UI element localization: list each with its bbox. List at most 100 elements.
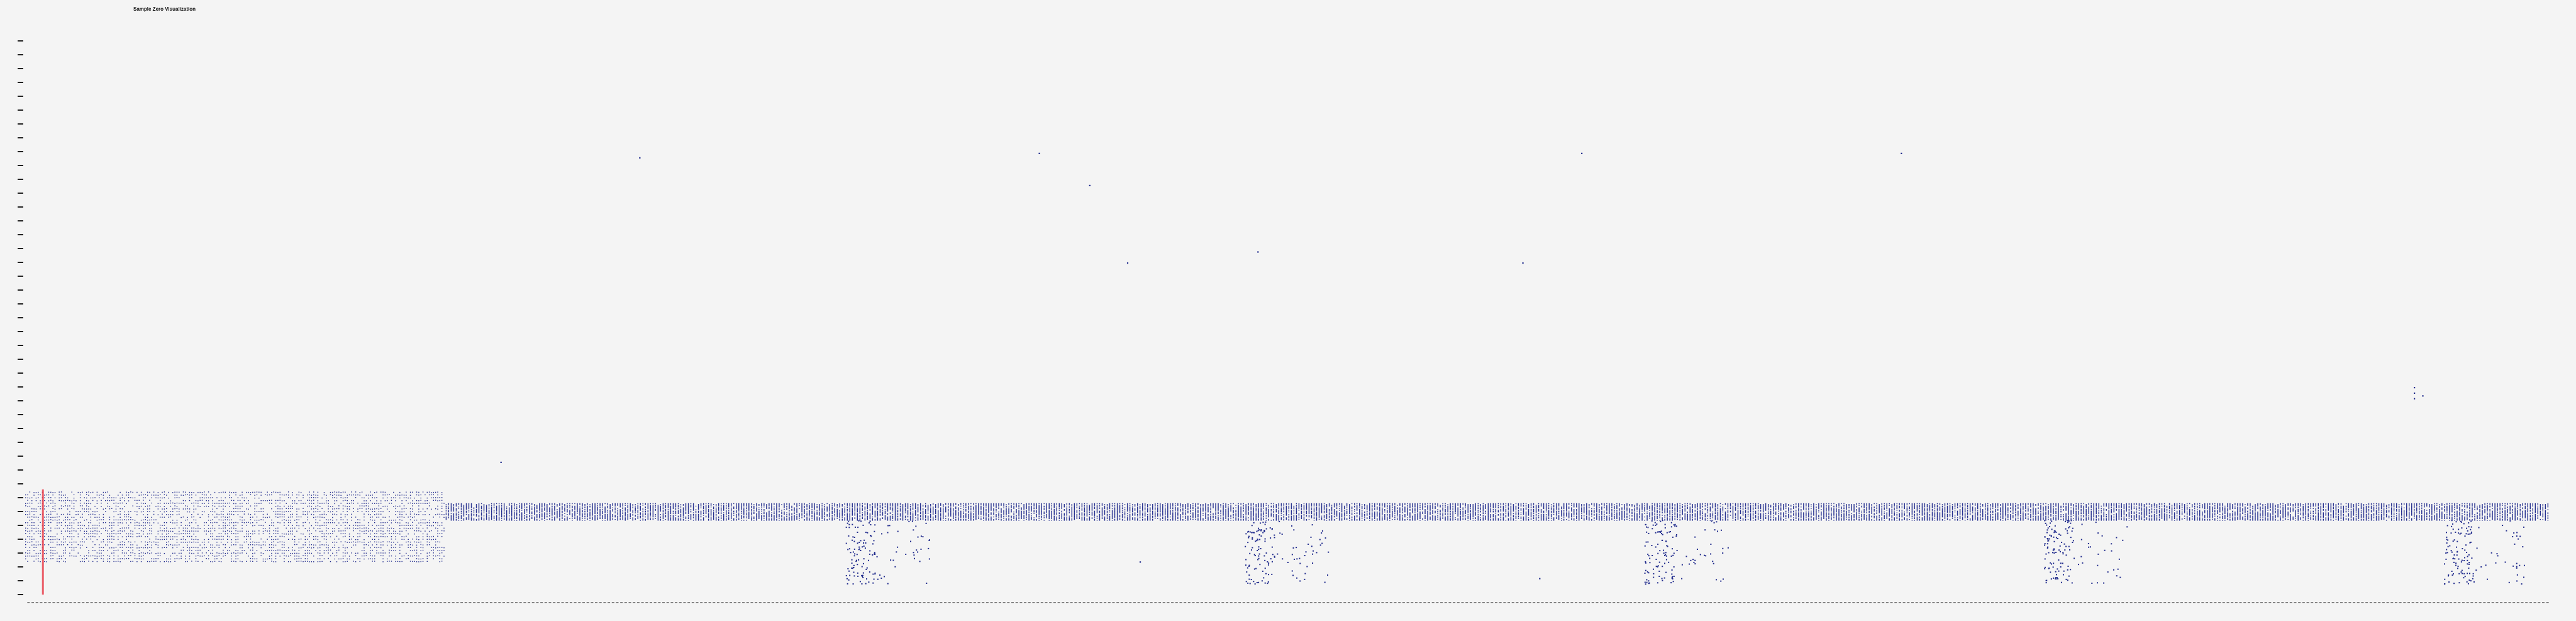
data-point bbox=[2204, 518, 2206, 520]
data-point bbox=[105, 527, 106, 529]
data-point bbox=[675, 518, 677, 520]
data-point bbox=[1543, 518, 1545, 519]
data-point bbox=[867, 518, 869, 519]
data-point bbox=[140, 491, 142, 493]
data-point bbox=[435, 508, 436, 510]
data-point bbox=[1709, 518, 1711, 519]
data-point bbox=[1856, 518, 1857, 519]
data-point bbox=[172, 522, 174, 523]
data-point bbox=[1341, 518, 1343, 520]
data-point bbox=[233, 500, 235, 501]
data-point bbox=[258, 544, 260, 545]
data-point bbox=[569, 518, 570, 519]
data-point bbox=[1480, 518, 1481, 520]
data-point bbox=[153, 491, 155, 493]
data-point bbox=[2179, 518, 2180, 519]
data-point bbox=[77, 511, 79, 512]
data-point bbox=[121, 544, 123, 545]
data-point bbox=[753, 518, 755, 519]
data-point bbox=[1038, 518, 1040, 519]
data-point bbox=[1775, 518, 1777, 519]
data-point bbox=[168, 491, 169, 493]
data-point bbox=[254, 525, 255, 527]
data-point bbox=[231, 533, 233, 534]
data-point bbox=[226, 535, 228, 537]
data-point bbox=[374, 508, 375, 510]
data-point bbox=[225, 525, 226, 527]
data-point bbox=[319, 528, 321, 529]
data-point bbox=[675, 517, 677, 518]
data-point bbox=[902, 518, 904, 519]
data-point bbox=[121, 530, 123, 532]
data-point bbox=[811, 518, 813, 519]
data-point bbox=[246, 539, 247, 540]
data-point bbox=[2499, 518, 2501, 520]
data-point bbox=[31, 519, 33, 520]
data-point bbox=[304, 536, 306, 537]
data-point bbox=[287, 511, 289, 512]
data-point bbox=[149, 552, 150, 554]
data-point bbox=[2005, 518, 2006, 520]
data-point bbox=[52, 517, 53, 518]
data-point bbox=[189, 522, 191, 523]
data-point bbox=[347, 511, 348, 512]
data-point bbox=[287, 550, 289, 551]
data-point bbox=[155, 552, 157, 554]
data-point bbox=[252, 544, 253, 545]
data-point bbox=[48, 525, 50, 526]
data-point bbox=[667, 518, 669, 519]
data-point bbox=[1063, 518, 1065, 520]
data-point bbox=[2060, 518, 2062, 520]
data-point bbox=[426, 503, 428, 504]
data-point bbox=[271, 536, 272, 537]
data-point bbox=[235, 536, 236, 537]
data-point bbox=[2141, 518, 2143, 519]
data-point bbox=[65, 497, 66, 498]
data-point bbox=[1069, 518, 1070, 520]
data-point bbox=[416, 552, 418, 554]
data-point bbox=[453, 517, 455, 518]
data-point bbox=[225, 547, 226, 549]
data-point bbox=[77, 522, 79, 523]
data-point bbox=[380, 511, 382, 512]
data-point bbox=[1889, 518, 1890, 519]
data-point bbox=[69, 533, 70, 534]
data-point bbox=[1225, 518, 1226, 519]
data-point bbox=[475, 518, 477, 520]
data-point bbox=[1205, 518, 1206, 519]
data-point bbox=[441, 522, 443, 523]
data-point bbox=[486, 518, 487, 520]
data-point bbox=[2459, 518, 2460, 519]
data-point bbox=[166, 544, 167, 545]
data-point bbox=[355, 561, 357, 562]
data-point bbox=[2318, 518, 2319, 520]
data-point bbox=[894, 518, 896, 519]
data-point bbox=[2106, 518, 2107, 520]
data-point bbox=[594, 517, 596, 518]
data-point bbox=[435, 497, 436, 498]
data-point bbox=[1714, 518, 1716, 519]
data-point bbox=[1916, 518, 1918, 519]
data-point bbox=[465, 517, 467, 518]
data-point bbox=[109, 547, 111, 549]
data-point bbox=[940, 518, 941, 519]
data-point bbox=[2101, 518, 2102, 520]
data-point bbox=[697, 517, 699, 518]
data-point bbox=[138, 550, 140, 551]
data-point bbox=[899, 518, 901, 520]
data-point bbox=[1611, 518, 1613, 519]
data-point bbox=[2106, 518, 2107, 519]
data-point bbox=[210, 552, 211, 554]
data-point bbox=[1921, 518, 1923, 520]
data-point bbox=[904, 517, 906, 518]
data-point bbox=[226, 552, 228, 554]
data-point bbox=[1977, 518, 1979, 520]
data-point bbox=[138, 552, 140, 554]
data-point bbox=[1646, 518, 1648, 520]
data-point bbox=[311, 508, 313, 510]
data-point bbox=[867, 517, 869, 518]
data-point bbox=[791, 518, 792, 519]
data-point bbox=[433, 525, 435, 527]
data-point bbox=[231, 552, 233, 554]
data-point bbox=[315, 508, 316, 510]
